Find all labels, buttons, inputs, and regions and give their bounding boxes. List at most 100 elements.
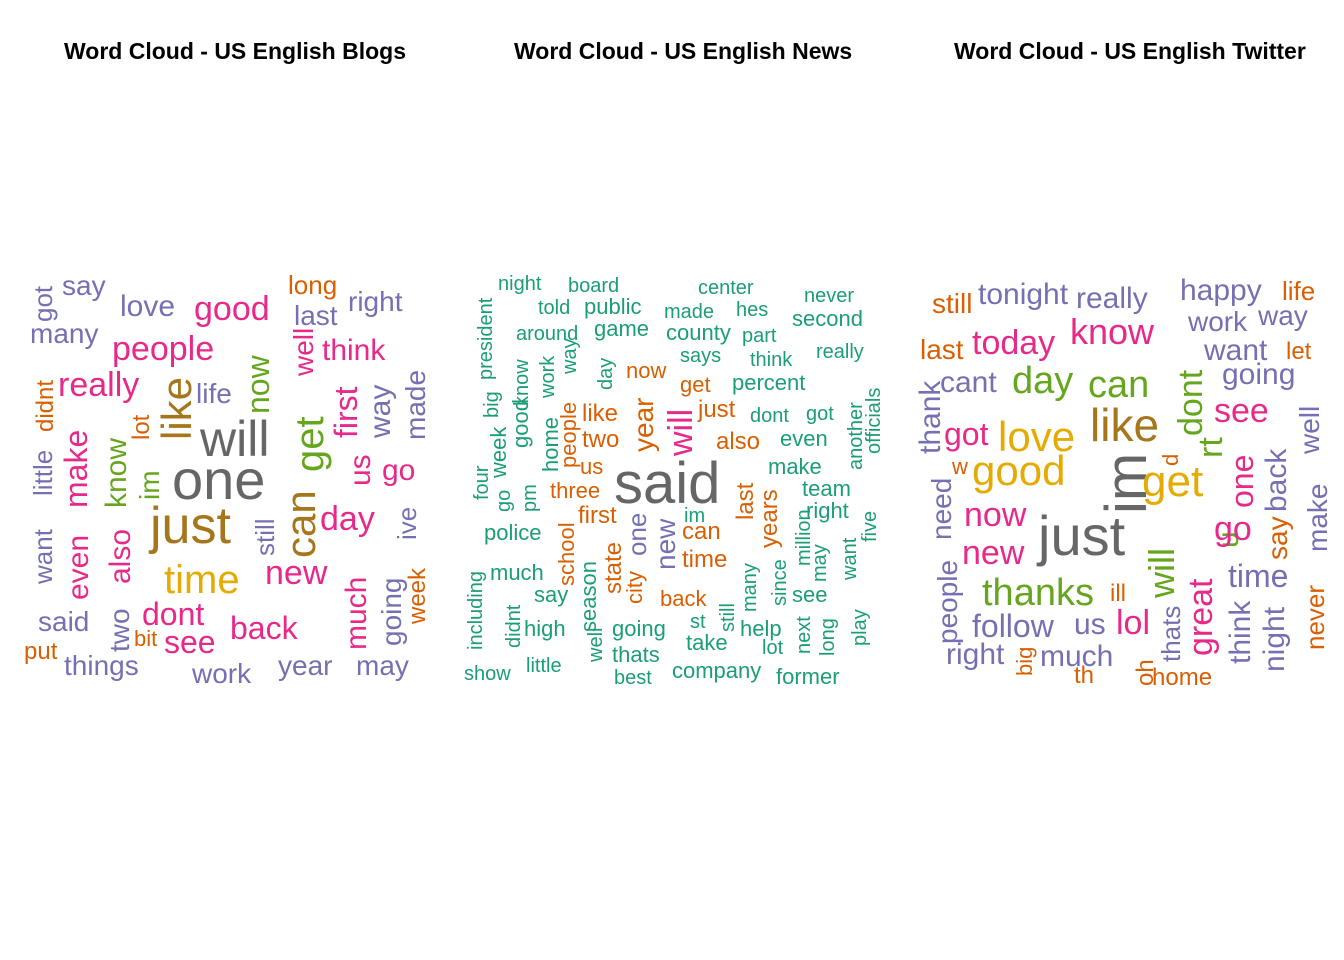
word-news-last: last — [732, 482, 759, 520]
word-blogs-good: good — [194, 290, 270, 328]
word-twitter-dont: dont — [1172, 369, 1210, 436]
word-news-many: many — [739, 563, 761, 612]
word-twitter-know: know — [1070, 311, 1155, 352]
word-blogs-just: just — [150, 497, 231, 555]
word-twitter-th: th — [1074, 662, 1095, 689]
word-twitter-think: think — [1224, 600, 1257, 664]
word-news-want: want — [839, 537, 861, 580]
word-blogs-go: go — [382, 454, 416, 487]
word-news-game: game — [594, 316, 650, 341]
word-news-one: one — [622, 512, 652, 556]
word-blogs-lot: lot — [128, 414, 155, 440]
word-blogs-want: want — [28, 529, 58, 584]
word-twitter-want: want — [1204, 334, 1268, 367]
word-blogs-much: much — [340, 576, 373, 650]
word-news-may: may — [809, 544, 831, 582]
chart-title-blogs: Word Cloud - US English Blogs — [64, 38, 407, 64]
word-news-officials: officials — [863, 387, 885, 454]
word-news-former: former — [776, 664, 840, 689]
word-twitter-see: see — [1214, 392, 1269, 430]
word-twitter-w: w — [952, 454, 968, 479]
word-news-five: five — [859, 510, 881, 542]
word-news-team: team — [802, 476, 851, 501]
word-news-can: can — [682, 518, 721, 545]
word-blogs-ive: ive — [392, 506, 422, 540]
word-blogs-get: get — [288, 416, 332, 472]
word-blogs-us: us — [344, 454, 377, 486]
word-twitter-home: home — [1152, 664, 1213, 691]
word-news-never: never — [804, 285, 855, 307]
word-news-just: just — [698, 396, 736, 423]
word-news-also: also — [716, 428, 761, 455]
word-twitter-lol: lol — [1116, 604, 1151, 642]
word-news-know: know — [511, 359, 533, 406]
word-news-around: around — [516, 323, 579, 345]
word-news-center: center — [698, 277, 754, 299]
word-blogs-well: well — [288, 327, 319, 376]
word-blogs-time: time — [164, 558, 240, 602]
word-news-new: new — [650, 518, 681, 570]
word-news-including: including — [465, 571, 487, 650]
word-blogs-put: put — [24, 638, 58, 665]
word-blogs-really: really — [58, 366, 140, 404]
word-blogs-know: know — [100, 437, 133, 508]
word-twitter-well: well — [1294, 405, 1325, 454]
word-news-good: good — [508, 399, 533, 448]
word-news-season: season — [576, 561, 601, 632]
word-news-percent: percent — [732, 370, 806, 395]
word-twitter-back: back — [1260, 448, 1293, 512]
word-news-going: going — [612, 616, 666, 641]
word-news-play: play — [849, 609, 871, 646]
word-news-like: like — [582, 400, 619, 427]
word-blogs-make: make — [58, 429, 94, 508]
word-news-four: four — [471, 465, 493, 500]
word-twitter-great: great — [1182, 578, 1220, 657]
word-twitter-thank: thank — [914, 380, 947, 454]
word-blogs-still: still — [250, 518, 280, 556]
word-twitter-like: like — [1090, 399, 1160, 451]
word-twitter-people: people — [932, 559, 963, 644]
word-news-says: says — [680, 345, 722, 367]
word-blogs-say: say — [62, 270, 106, 301]
word-news-school: school — [554, 522, 579, 586]
word-news-back: back — [660, 586, 707, 611]
word-news-help: help — [740, 616, 782, 641]
word-twitter-today: today — [972, 324, 1056, 362]
word-twitter-much: much — [1040, 640, 1114, 673]
word-blogs-im: im — [134, 470, 165, 500]
word-news-big: big — [481, 391, 503, 418]
word-news-hes: hes — [736, 299, 769, 321]
word-twitter-new: new — [962, 534, 1025, 572]
word-twitter-rt: rt — [1192, 437, 1230, 458]
word-news-work: work — [537, 355, 559, 398]
word-blogs-like: like — [153, 376, 200, 440]
word-blogs-got: got — [28, 285, 58, 322]
word-blogs-little: little — [28, 449, 58, 496]
word-news-second: second — [792, 306, 863, 331]
word-blogs-year: year — [278, 650, 333, 681]
word-news-show: show — [464, 663, 511, 685]
word-news-say: say — [534, 582, 569, 607]
word-blogs-may: may — [356, 650, 409, 681]
word-news-time: time — [682, 546, 728, 573]
word-twitter-thanks: thanks — [982, 572, 1094, 614]
word-news-now: now — [626, 358, 667, 383]
word-twitter-get: get — [1142, 457, 1204, 506]
word-news-much: much — [490, 560, 544, 585]
word-news-president: president — [475, 297, 497, 380]
word-blogs-said: said — [38, 606, 90, 637]
word-twitter-ill: ill — [1110, 580, 1126, 607]
word-twitter-make: make — [1302, 483, 1333, 552]
word-blogs-will: will — [200, 411, 270, 467]
word-news-get: get — [680, 372, 711, 397]
word-blogs-first: first — [328, 386, 364, 438]
word-blogs-see: see — [164, 624, 216, 660]
word-blogs-last: last — [294, 300, 338, 331]
word-twitter-good: good — [972, 447, 1066, 494]
word-news-two: two — [582, 426, 620, 453]
word-news-home: home — [538, 416, 563, 472]
word-twitter-one: one — [1224, 454, 1260, 508]
word-twitter-can: can — [1088, 364, 1150, 406]
chart-title-twitter: Word Cloud - US English Twitter — [954, 38, 1306, 64]
word-news-take: take — [686, 630, 728, 655]
